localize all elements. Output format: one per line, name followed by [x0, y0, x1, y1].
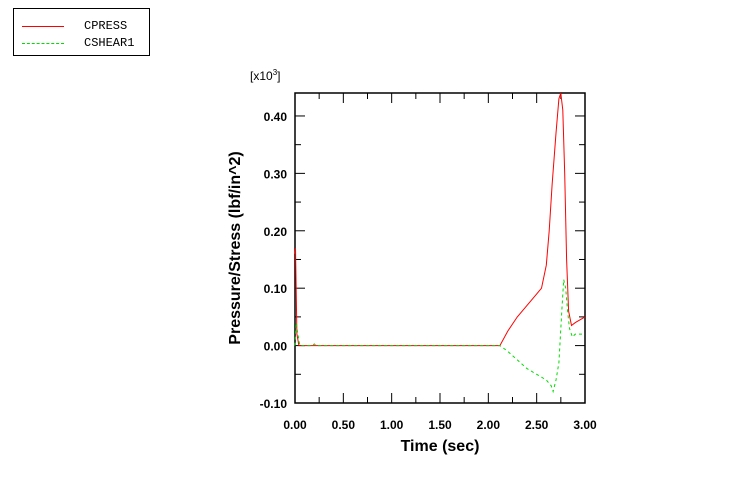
x-axis-label: Time (sec) — [401, 438, 480, 455]
plot-frame — [294, 92, 586, 404]
x-tick-label: 2.00 — [477, 418, 501, 432]
y-axis-label: Pressure/Stress (lbf/in^2) — [227, 151, 244, 344]
series-line-cpress — [294, 92, 586, 347]
x-tick-label: 0.00 — [283, 418, 307, 432]
x-tick-label: 3.00 — [573, 418, 597, 432]
y-tick-label: 0.00 — [264, 340, 288, 354]
legend-swatch-cpress — [22, 25, 64, 27]
legend-swatch-cshear1 — [22, 42, 64, 44]
y-tick-label: -0.10 — [260, 397, 288, 411]
y-multiplier: [x103] — [250, 68, 280, 83]
legend-label: CPRESS — [84, 19, 128, 33]
legend-item-cshear1: CSHEAR1 — [22, 36, 134, 50]
y-tick-label: 0.30 — [264, 167, 288, 181]
legend: CPRESS CSHEAR1 — [13, 8, 150, 56]
y-tick-label: 0.10 — [264, 282, 288, 296]
x-tick-label: 1.50 — [428, 418, 452, 432]
legend-label: CSHEAR1 — [84, 36, 135, 50]
y-tick-label: 0.20 — [264, 225, 288, 239]
y-tick-label: 0.40 — [264, 110, 288, 124]
x-tick-label: 0.50 — [332, 418, 356, 432]
x-tick-label: 1.00 — [380, 418, 404, 432]
series-line-cshear1 — [294, 279, 585, 394]
x-tick-label: 2.50 — [525, 418, 549, 432]
legend-item-cpress: CPRESS — [22, 19, 127, 33]
